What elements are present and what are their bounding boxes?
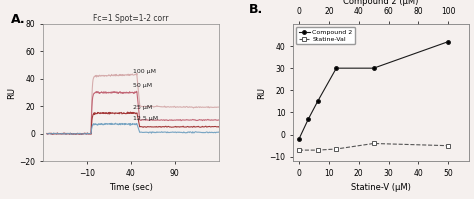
- Statine-Val: [446, 144, 451, 147]
- Statine-Val: [333, 148, 339, 150]
- Legend: Compound 2, Statine-Val: Compound 2, Statine-Val: [296, 27, 355, 44]
- Y-axis label: RU: RU: [7, 87, 16, 99]
- Line: Statine-Val: Statine-Val: [297, 141, 450, 152]
- Statine-Val: [315, 149, 320, 151]
- Compound 2: [371, 67, 376, 69]
- Compound 2: [296, 138, 302, 140]
- Compound 2: [315, 100, 320, 103]
- Statine-Val: [296, 149, 302, 151]
- Text: 25 μM: 25 μM: [134, 105, 153, 110]
- X-axis label: Compound 2 (μM): Compound 2 (μM): [344, 0, 419, 6]
- Compound 2: [333, 67, 339, 69]
- Text: B.: B.: [249, 3, 263, 16]
- Compound 2: [305, 118, 311, 120]
- Text: 100 μM: 100 μM: [134, 69, 156, 74]
- Compound 2: [446, 40, 451, 43]
- Title: Fc=1 Spot=1-2 corr: Fc=1 Spot=1-2 corr: [93, 14, 169, 23]
- X-axis label: Time (sec): Time (sec): [109, 183, 153, 192]
- Statine-Val: [371, 142, 376, 145]
- Text: A.: A.: [11, 13, 26, 26]
- Line: Compound 2: Compound 2: [297, 40, 450, 141]
- Text: 12.5 μM: 12.5 μM: [134, 116, 159, 121]
- X-axis label: Statine-V (μM): Statine-V (μM): [351, 183, 411, 192]
- Y-axis label: RU: RU: [257, 87, 266, 99]
- Text: 50 μM: 50 μM: [134, 83, 153, 88]
